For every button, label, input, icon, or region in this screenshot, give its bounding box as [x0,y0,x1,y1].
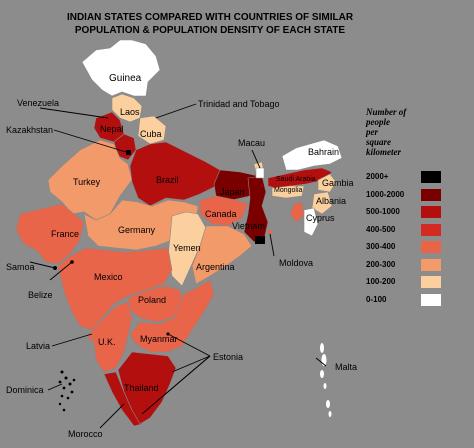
state-myanmar[interactable] [129,279,215,353]
state-cyprus[interactable] [289,201,305,223]
legend-label: 1000-2000 [366,189,405,199]
callout-kazakhstan: Kazakhstan [6,125,54,135]
callout-latvia: Latvia [26,341,51,351]
legend-swatch [421,206,441,218]
legend-title-line: square [366,137,392,147]
legend-label: 0-100 [366,294,387,304]
state-guinea[interactable] [81,39,161,97]
state-mizoram[interactable] [303,207,319,237]
state-gambia[interactable] [317,173,337,193]
label-cyprus: Cyprus [306,213,335,223]
legend-title-line: per [366,127,378,137]
label-yemen: Yemen [173,243,201,253]
legend-swatch [421,276,441,288]
state-macau[interactable] [255,167,265,179]
legend-item: 400-500 [366,223,466,242]
state-cuba[interactable] [137,115,167,145]
legend-title-line: Number of [366,107,407,117]
state-argentina[interactable] [191,225,253,285]
state-canada[interactable] [199,195,249,227]
label-france: France [51,229,80,239]
map-title: INDIAN STATES COMPARED WITH COUNTRIES OF… [60,11,360,37]
state-delhi[interactable] [126,150,131,155]
label-laos: Laos [120,107,140,117]
label-japan: Japan [220,187,245,197]
label-turkey: Turkey [73,177,101,187]
legend-item: 500-1000 [366,206,466,224]
legend: 2000+ 1000-2000 500-1000 400-500 300-400… [366,171,466,311]
label-uk: U.K. [98,337,116,347]
label-mongolia: Mongolia [274,187,303,194]
title-line-2: POPULATION & POPULATION DENSITY OF EACH … [74,25,346,36]
legend-item: 300-400 [366,241,466,259]
label-myanmar: Myanmar [140,334,178,344]
state-mexico[interactable] [57,247,173,331]
legend-title-line: people [366,117,390,127]
legend-swatch [421,188,441,201]
legend-item: 0-100 [366,293,466,312]
legend-label: 400-500 [366,224,396,234]
label-cuba: Cuba [140,129,162,139]
legend-title: Number of people per square kilometer [366,107,446,157]
callout-belize: Belize [28,290,53,300]
callout-trinidad: Trinidad and Tobago [198,99,280,109]
label-poland: Poland [138,295,167,305]
legend-swatch [421,223,441,236]
label-argentina: Argentina [196,262,235,272]
label-albania: Albania [316,196,347,206]
label-mexico: Mexico [94,272,123,282]
label-saudi-arabia: Saudi Arabia [276,176,316,183]
legend-label: 100-200 [366,277,396,286]
callout-lines [29,103,327,429]
callout-samoa: Samoa [6,262,35,272]
callout-malta: Malta [335,362,358,372]
legend-item: 1000-2000 [366,188,466,207]
callout-macau: Macau [238,138,266,148]
title-line-1: INDIAN STATES COMPARED WITH COUNTRIES OF… [66,12,354,23]
label-vietnam: Vietnam [232,221,265,231]
callout-estonia: Estonia [213,352,244,362]
label-guinea: Guinea [109,73,142,84]
callout-dominica: Dominica [6,385,44,395]
andaman-islands [320,343,332,417]
state-france[interactable] [15,203,85,265]
label-nepal: Nepal [100,124,124,134]
state-mongolia[interactable] [271,185,305,199]
state-morocco[interactable] [103,371,143,427]
callout-morocco: Morocco [68,429,103,439]
legend-swatch [421,258,441,271]
label-brazil: Brazil [156,175,179,185]
legend-label: 200-300 [366,259,396,269]
state-albania[interactable] [311,191,333,215]
legend-title-line: kilometer [366,147,401,157]
label-germany: Germany [118,225,156,235]
label-bahrain: Bahrain [308,147,340,157]
legend-swatch [421,171,441,183]
legend-item: 200-300 [366,258,466,277]
legend-item: 100-200 [366,276,466,294]
state-brazil[interactable] [129,141,221,207]
label-thailand: Thailand [124,383,159,393]
legend-label: 2000+ [366,172,389,181]
legend-label: 300-400 [366,242,396,251]
state-uk[interactable] [91,301,133,373]
legend-label: 500-1000 [366,207,400,216]
state-turkey[interactable] [47,139,133,221]
callout-moldova: Moldova [279,258,314,268]
label-gambia: Gambia [322,178,354,188]
legend-item: 2000+ [366,171,466,189]
callout-venezuela: Venezuela [17,98,60,108]
lakshadweep-islands [58,370,76,412]
legend-swatch [421,293,441,306]
state-kolkata[interactable] [255,236,265,244]
state-bahrain[interactable] [281,139,343,171]
legend-swatch [421,241,441,253]
label-canada: Canada [205,209,237,219]
state-moldova[interactable] [268,230,272,234]
